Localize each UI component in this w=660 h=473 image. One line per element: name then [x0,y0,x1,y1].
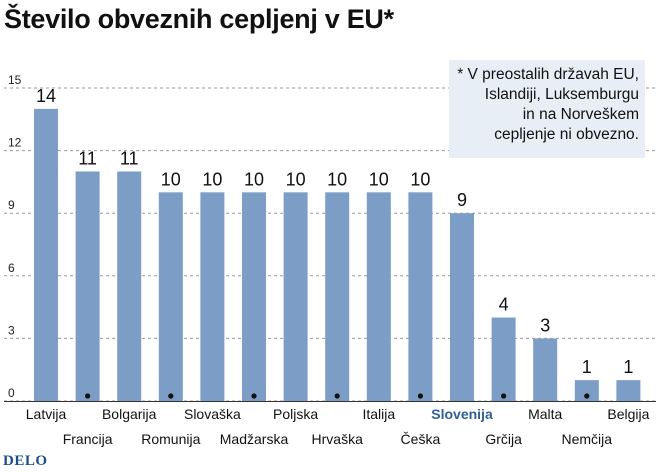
label-marker-dot [501,393,507,399]
bar [75,171,100,401]
category-label: Romunija [141,431,200,447]
value-label: 11 [120,148,139,168]
chart-title: Število obveznih cepljenj v EU* [4,4,394,34]
footnote-line: * V preostalih državah EU, [457,66,639,83]
y-tick-label: 9 [8,198,15,212]
bar [200,192,225,401]
bar [34,108,58,401]
bar [283,192,308,401]
value-label: 10 [202,169,222,189]
bar [158,192,183,401]
value-label: 1 [582,357,592,377]
value-label: 10 [244,169,264,189]
bar [366,192,391,401]
bar [242,192,266,401]
value-label: 11 [78,148,97,168]
value-label: 14 [36,86,56,106]
category-label: Belgija [607,406,649,422]
category-label: Poljska [273,406,318,422]
bar [491,317,516,401]
value-label: 1 [623,357,633,377]
value-label: 10 [286,169,306,189]
bar [616,380,641,401]
footnote-line: in na Norveškem [522,106,639,123]
category-labels: Latvija Francija Bolgarija Romunija Slovaška… [26,393,650,447]
category-label: Italija [362,406,395,422]
label-marker-dot [85,393,91,399]
y-tick-label: 6 [8,261,15,275]
category-label: Slovaška [184,406,241,422]
category-label: Češka [401,431,441,447]
footnote-line: Islandiji, Luksemburgu [484,86,639,103]
y-axis-ticks: 0 3 6 9 12 15 [8,73,22,400]
value-label: 4 [499,295,509,315]
value-label: 10 [369,169,389,189]
category-label: Bolgarija [102,406,157,422]
value-label: 10 [327,169,347,189]
bar [408,192,433,401]
category-label: Madžarska [220,431,289,447]
value-label: 3 [540,315,550,335]
category-label: Grčija [485,431,522,447]
bars [34,108,641,401]
label-marker-dot [334,393,340,399]
category-label: Latvija [26,406,67,422]
y-tick-label: 0 [8,386,15,400]
bar [574,380,599,401]
label-marker-dot [584,393,590,399]
category-label: Nemčija [562,431,613,447]
category-label: Malta [528,406,562,422]
y-tick-label: 3 [8,323,15,337]
label-marker-dot [251,393,257,399]
brand-logo: DELO [3,453,48,469]
label-marker-dot [417,393,423,399]
label-marker-dot [168,393,174,399]
value-label: 10 [410,169,430,189]
footnote-line: cepljenje ni obvezno. [494,126,639,143]
category-label: Francija [63,431,113,447]
category-label: Hrvaška [312,431,364,447]
y-tick-label: 15 [8,73,22,87]
value-label: 10 [161,169,181,189]
bar [325,192,350,401]
footnote-box: * V preostalih državah EU, Islandiji, Lu… [449,60,645,158]
bar [533,338,558,401]
value-label: 9 [457,190,467,210]
bar [117,171,142,401]
y-tick-label: 12 [8,136,22,150]
bar [450,213,474,401]
category-label: Slovenija [431,406,493,422]
